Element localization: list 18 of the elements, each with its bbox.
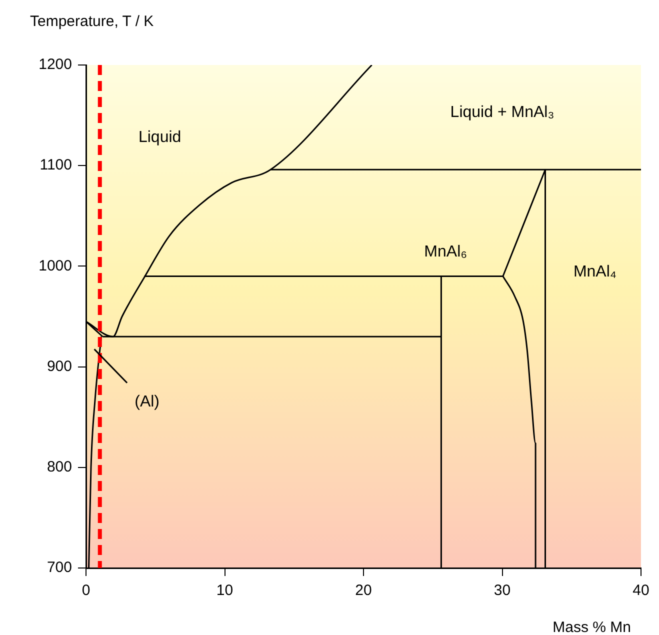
y-tick-label: 900 xyxy=(46,358,72,375)
y-axis-title: Temperature, T / K xyxy=(30,13,154,30)
y-tick-label: 800 xyxy=(46,458,72,476)
x-tick-label: 20 xyxy=(355,582,372,600)
x-axis-title: Mass % Mn xyxy=(552,619,631,635)
x-tick-label: 30 xyxy=(494,582,511,600)
annotation: Liquid + MnAl₃ xyxy=(450,104,554,122)
annotation: (Al) xyxy=(134,393,160,410)
annotation: MnAl₆ xyxy=(424,244,468,261)
y-tick-label: 1100 xyxy=(40,156,72,174)
annotation: Liquid xyxy=(138,128,182,146)
x-tick-label: 0 xyxy=(82,582,90,600)
x-tick-label: 40 xyxy=(632,582,650,600)
y-tick-label: 1200 xyxy=(38,56,72,74)
y-tick-label: 700 xyxy=(46,559,72,576)
y-tick-label: 1000 xyxy=(38,257,72,274)
x-tick-label: 10 xyxy=(216,582,234,600)
annotation: MnAl₄ xyxy=(573,264,616,281)
